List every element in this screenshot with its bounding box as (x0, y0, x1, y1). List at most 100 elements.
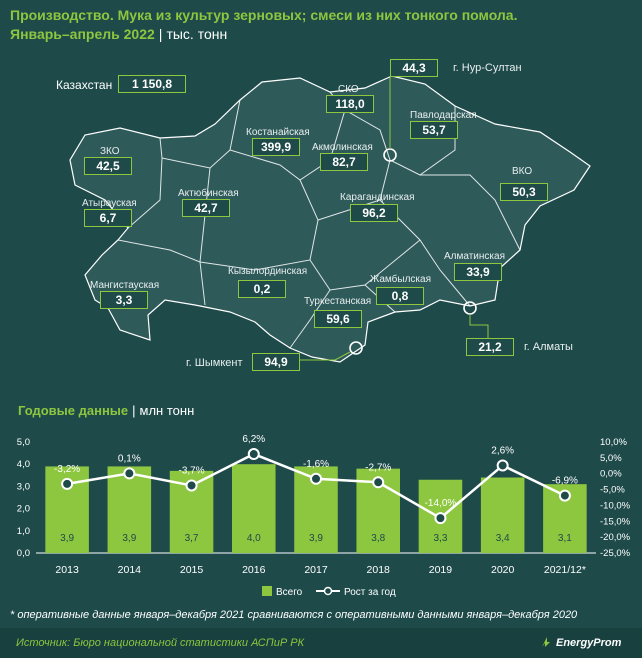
bar-value-label: 3,9 (309, 533, 323, 544)
region-value-vko: 50,3 (500, 183, 548, 201)
annual-unit: млн тонн (139, 403, 195, 418)
x-tick-label: 2016 (242, 564, 266, 576)
country-value: 1 150,8 (118, 75, 186, 93)
x-tick-label: 2021/12* (544, 564, 586, 576)
brand-logo: EnergyProm (556, 637, 622, 649)
country-label: Казахстан (56, 78, 113, 92)
annual-separator: | (132, 403, 136, 418)
y-right-tick-label: 5,0% (600, 453, 622, 464)
x-tick-label: 2013 (55, 564, 79, 576)
growth-point (496, 459, 509, 472)
growth-point (558, 489, 571, 502)
region-label-mangistau: Мангистауская (90, 280, 160, 291)
bar-value-label: 3,9 (122, 533, 136, 544)
y-right-tick-label: 10,0% (600, 437, 627, 448)
y-left-tick-label: 1,0 (17, 526, 30, 537)
x-tick-label: 2020 (491, 564, 515, 576)
growth-label: 0,1% (118, 453, 141, 464)
region-label-kostanay: Костанайская (246, 127, 310, 138)
kazakhstan-map (69, 75, 591, 363)
legend-line-label: Рост за год (344, 587, 396, 598)
growth-label: 6,2% (242, 434, 265, 445)
region-value-almaty-region: 33,9 (454, 263, 502, 281)
growth-label: -2,7% (365, 462, 391, 473)
growth-point (61, 477, 74, 490)
region-label-turkestan: Туркестанская (304, 296, 372, 307)
footer-bar (0, 628, 642, 658)
legend-line-marker (323, 586, 333, 596)
growth-point (247, 448, 260, 461)
bar-value-label: 3,3 (433, 533, 447, 544)
annual-title: Годовые данные | млн тонн (18, 403, 194, 418)
y-left-tick-label: 2,0 (17, 504, 30, 515)
region-value-kyzylorda: 0,2 (238, 280, 286, 298)
legend-bar-label: Всего (276, 587, 303, 598)
bar-value-label: 4,0 (247, 533, 261, 544)
bar-value-label: 3,9 (60, 533, 74, 544)
y-left-tick-label: 0,0 (17, 548, 30, 559)
city-value-shymkent: 94,9 (252, 353, 300, 371)
y-left-tick-label: 3,0 (17, 481, 30, 492)
title-separator: | (158, 26, 163, 42)
y-right-tick-label: -20,0% (600, 532, 631, 543)
annual-chart: 0,0 1,0 2,0 3,0 4,0 5,0 10,0% 5,0% 0,0% -5,0% -10,… (17, 434, 631, 598)
growth-point (185, 479, 198, 492)
region-value-sko: 118,0 (326, 95, 374, 113)
title-period: Январь–апрель 2022 (10, 26, 155, 42)
bar-value-label: 3,4 (496, 533, 510, 544)
energyprom-logo-icon (542, 637, 550, 647)
city-label-shymkent: г. Шымкент (186, 357, 243, 369)
bar (107, 466, 152, 553)
region-value-pavlodar: 53,7 (410, 121, 458, 139)
region-value-zko: 42,5 (84, 157, 132, 175)
growth-point (123, 467, 136, 480)
growth-label: -14,0% (425, 498, 457, 509)
y-left-tick-label: 5,0 (17, 437, 30, 448)
region-label-vko: ВКО (512, 166, 533, 177)
y-left-tick-label: 4,0 (17, 459, 30, 470)
region-value-turkestan: 59,6 (314, 310, 362, 328)
city-label-almaty: г. Алматы (524, 341, 573, 353)
city-value-almaty: 21,2 (466, 338, 514, 356)
y-right-tick-label: -10,0% (600, 500, 631, 511)
x-tick-label: 2019 (429, 564, 453, 576)
x-tick-label: 2018 (367, 564, 391, 576)
region-value-karaganda: 96,2 (350, 204, 398, 222)
region-label-atyrau: Атырауская (82, 198, 137, 209)
footnote: * оперативные данные января–декабря 2021… (10, 609, 578, 621)
y-right-tick-label: -5,0% (600, 485, 625, 496)
growth-point (310, 472, 322, 485)
title-line1: Производство. Мука из культур зерновых; … (10, 7, 518, 23)
growth-point (434, 512, 447, 525)
region-label-zhambyl: Жамбылская (370, 274, 431, 285)
growth-point (372, 476, 385, 489)
legend-bar-swatch (262, 586, 272, 596)
shymkent-marker (349, 341, 363, 355)
x-tick-label: 2017 (304, 564, 328, 576)
growth-label: -6,9% (552, 476, 578, 487)
region-label-almaty-region: Алматинская (444, 251, 505, 262)
region-label-akmola: Акмолинская (312, 142, 373, 153)
city-label-nur-sultan: г. Нур-Султан (453, 62, 522, 74)
bar (480, 477, 525, 553)
region-label-aktobe: Актюбинская (178, 188, 239, 199)
region-label-sko: СКО (338, 84, 359, 95)
source-text: Источник: Бюро национальной статистики А… (16, 637, 305, 649)
region-label-zko: ЗКО (100, 146, 120, 157)
region-label-kyzylorda: Кызылординская (228, 266, 308, 277)
bar-value-label: 3,1 (558, 533, 572, 544)
growth-label: 2,6% (491, 445, 514, 456)
region-value-kostanay: 399,9 (252, 138, 300, 156)
title-line2: Январь–апрель 2022 | тыс. тонн (10, 25, 517, 44)
growth-label: -3,7% (178, 465, 204, 476)
city-value-nur-sultan: 44,3 (390, 59, 438, 77)
x-tick-label: 2015 (180, 564, 204, 576)
x-tick-label: 2014 (118, 564, 142, 576)
region-value-aktobe: 42,7 (182, 199, 230, 217)
bar-value-label: 3,8 (371, 533, 385, 544)
region-value-mangistau: 3,3 (100, 291, 148, 309)
title-unit: тыс. тонн (166, 26, 228, 42)
bar (232, 464, 276, 553)
page-title: Производство. Мука из культур зерновых; … (10, 6, 517, 44)
growth-label: -1,6% (303, 459, 329, 470)
